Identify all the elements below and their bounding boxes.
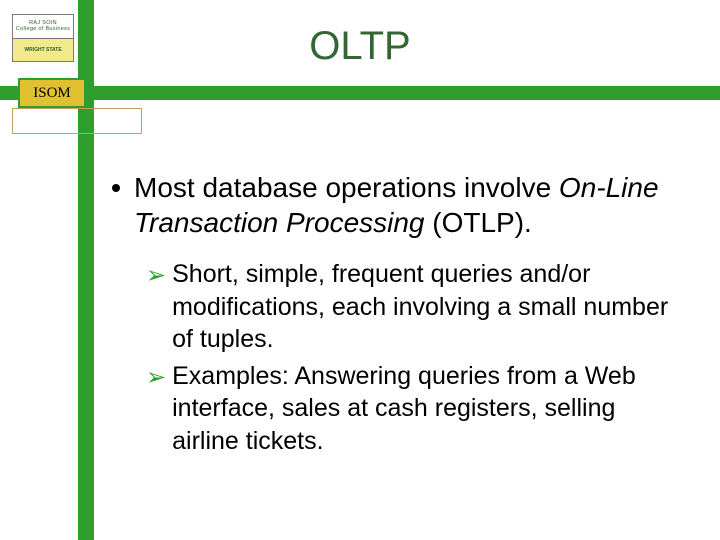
isom-badge: ISOM	[18, 78, 86, 108]
sub-row: ➢ Short, simple, frequent queries and/or…	[146, 258, 682, 356]
sub-list: ➢ Short, simple, frequent queries and/or…	[146, 258, 682, 457]
bullet-text: Most database operations involve On-Line…	[134, 170, 682, 240]
sub-text: Short, simple, frequent queries and/or m…	[172, 258, 682, 356]
bullet-row: Most database operations involve On-Line…	[112, 170, 682, 240]
bullet-prefix: Most database operations involve	[134, 172, 559, 203]
bullet-suffix: (OTLP).	[425, 207, 532, 238]
body-content: Most database operations involve On-Line…	[112, 170, 682, 461]
arrow-icon: ➢	[146, 260, 166, 291]
underline-box	[12, 108, 142, 134]
slide: RAJ SOIN College of Business WRIGHT STAT…	[0, 0, 720, 540]
arrow-icon: ➢	[146, 362, 166, 393]
sub-row: ➢ Examples: Answering queries from a Web…	[146, 360, 682, 458]
isom-badge-label: ISOM	[33, 85, 71, 102]
sub-text: Examples: Answering queries from a Web i…	[172, 360, 682, 458]
horizontal-accent-bar	[0, 86, 720, 100]
page-title: OLTP	[0, 24, 720, 69]
bullet-dot-icon	[112, 184, 120, 192]
